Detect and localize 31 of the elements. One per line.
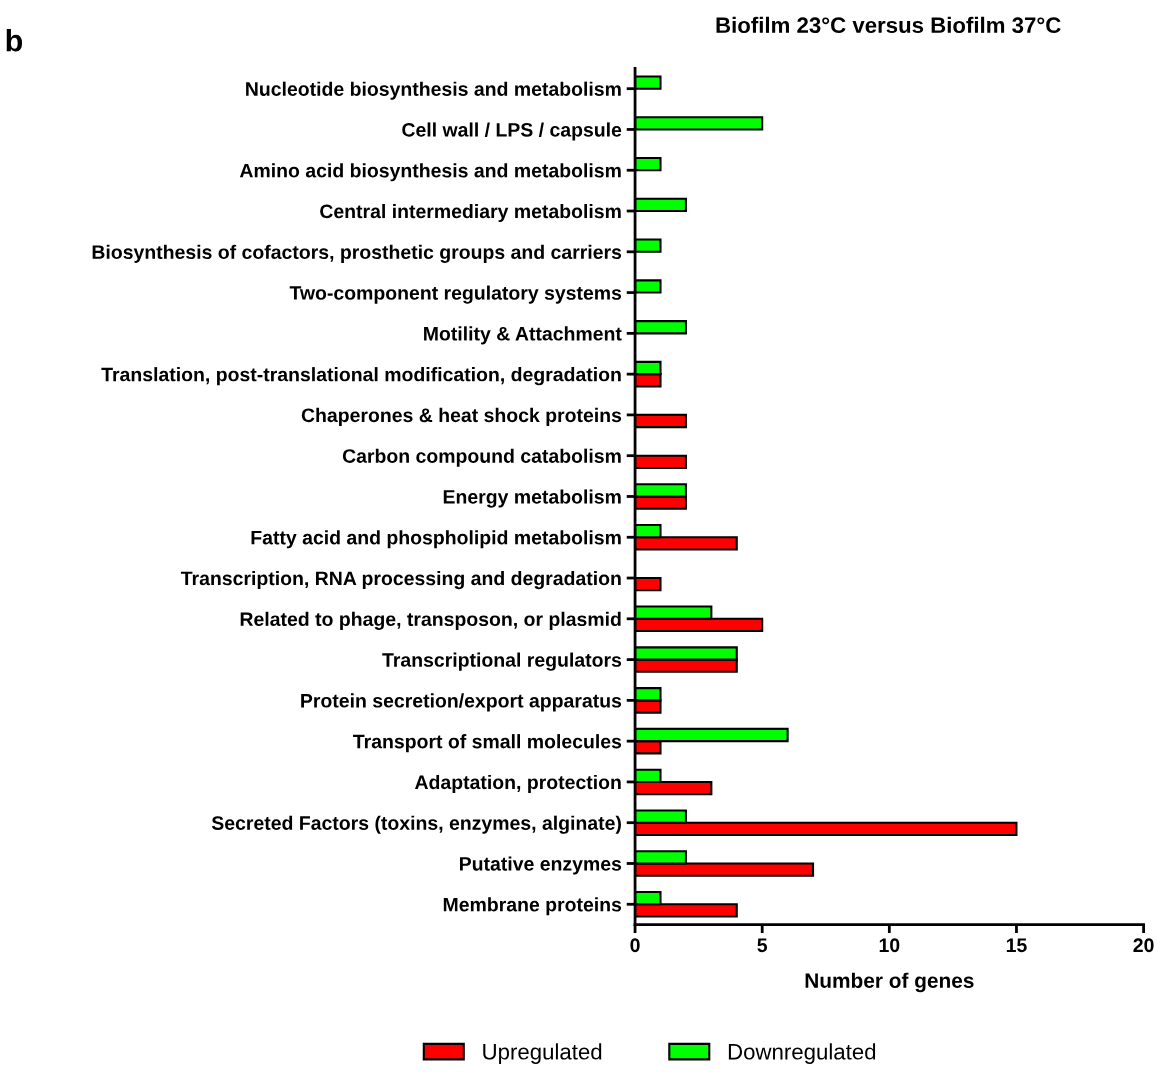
y-tick-label: Fatty acid and phospholipid metabolism — [251, 530, 621, 549]
x-tick-label: 20 — [1133, 938, 1154, 953]
x-tick-label: 5 — [757, 938, 768, 953]
y-tick-label: Membrane proteins — [443, 897, 622, 916]
y-tick-label: Amino acid biosynthesis and metabolism — [239, 163, 621, 182]
y-tick-label: Secreted Factors (toxins, enzymes, alginate) — [211, 815, 621, 834]
x-axis-title: Number of genes — [805, 972, 974, 993]
y-tick-label: Transcriptional regulators — [382, 652, 622, 671]
y-tick-label: Putative enzymes — [459, 856, 622, 875]
y-tick-label: Energy metabolism — [443, 489, 621, 508]
y-tick-label: Transcription, RNA processing and degradation — [180, 570, 621, 590]
y-tick-label: Translation, post-translational modification, degradation — [101, 367, 621, 386]
y-tick-label: Cell wall / LPS / capsule — [402, 122, 622, 141]
y-tick-label: Motility & Attachment — [424, 326, 622, 345]
legend-label: Upregulated — [483, 1043, 602, 1064]
y-tick-label: Two-component regulatory systems — [289, 285, 622, 304]
y-tick-label: Transport of small molecules — [353, 734, 622, 753]
x-tick-label: 10 — [879, 938, 900, 953]
text: b — [6, 29, 23, 52]
y-tick-label: Chaperones & heat shock proteins — [301, 407, 622, 426]
y-tick-label: Biosynthesis of cofactors, prosthetic groups and carriers — [92, 244, 622, 263]
y-tick-label: Protein secretion/export apparatus — [301, 693, 622, 712]
y-tick-label: Central intermediary metabolism — [320, 203, 621, 223]
chart-title: Biofilm 23°C versus Biofilm 37°C — [716, 16, 1061, 34]
x-tick-label: 15 — [1006, 938, 1027, 953]
y-tick-label: Carbon compound catabolism — [342, 448, 621, 467]
y-tick-label: Related to phage, transposon, or plasmid — [240, 611, 621, 630]
y-tick-label: Adaptation, protection — [414, 774, 621, 794]
legend-label: Downregulated — [728, 1043, 876, 1064]
x-tick-label: 0 — [630, 938, 640, 953]
y-tick-label: Nucleotide biosynthesis and metabolism — [246, 81, 621, 100]
